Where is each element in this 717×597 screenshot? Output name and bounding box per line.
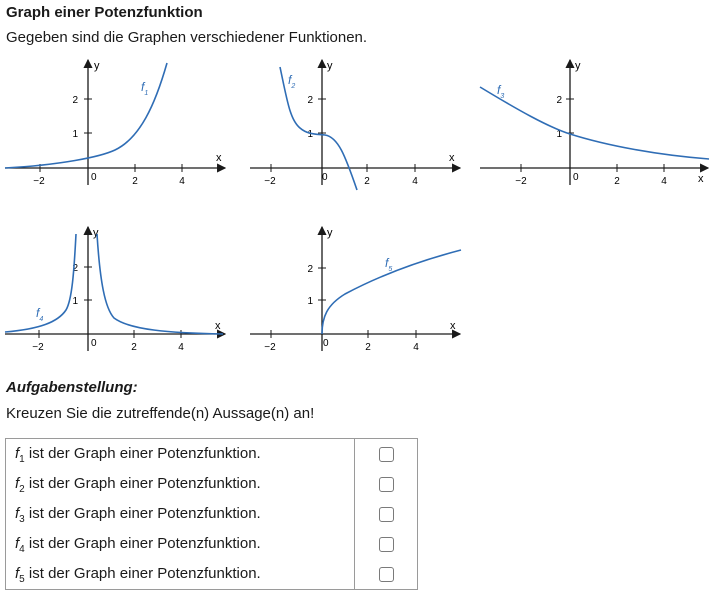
y-axis-label: y — [327, 60, 333, 72]
statement-row: f2 ist der Graph einer Potenzfunktion. — [15, 475, 261, 495]
x-tick-label: 4 — [178, 342, 184, 353]
checkbox-f4[interactable] — [378, 536, 394, 552]
curve-label: f5 — [385, 256, 392, 273]
y-tick-label: 2 — [72, 263, 78, 274]
y-axis-label: y — [94, 60, 100, 72]
curve-f5 — [321, 249, 462, 335]
y-tick-label: 1 — [307, 129, 313, 140]
checkbox-f2[interactable] — [378, 476, 394, 492]
y-tick-label: 2 — [307, 264, 313, 275]
x-tick-label: 4 — [661, 176, 667, 187]
task-heading: Aufgabenstellung: — [6, 379, 138, 396]
x-tick-label: 2 — [132, 176, 138, 187]
curve-label: f2 — [288, 73, 295, 90]
checkbox-column — [354, 438, 418, 590]
answer-table: f1 ist der Graph einer Potenzfunktion. f… — [5, 438, 418, 590]
x-axis-label: x — [215, 320, 221, 332]
x-tick-label: −2 — [33, 176, 45, 187]
intro-text: Gegeben sind die Graphen verschiedener F… — [6, 29, 368, 46]
curve-f4-right — [96, 233, 224, 335]
graph-f3: −2 2 4 1 2 0 x y f3 — [479, 58, 710, 187]
y-tick-label: 1 — [72, 129, 78, 140]
curve-f3 — [479, 86, 710, 160]
page-title: Graph einer Potenzfunktion — [6, 4, 203, 21]
y-axis-label: y — [93, 227, 99, 239]
y-tick-label: 2 — [307, 95, 313, 106]
graph-f4: −2 2 4 1 2 0 x y f4 — [4, 225, 227, 353]
x-tick-label: 4 — [412, 176, 418, 187]
y-tick-label: 1 — [556, 129, 562, 140]
statement-row: f1 ist der Graph einer Potenzfunktion. — [15, 445, 261, 465]
x-tick-label: −2 — [264, 176, 276, 187]
graph-f5: −2 2 4 1 2 0 x y f5 — [250, 225, 462, 353]
origin-label: 0 — [323, 338, 329, 349]
x-axis-label: x — [216, 152, 222, 164]
origin-label: 0 — [573, 172, 579, 183]
x-axis-label: x — [450, 320, 456, 332]
statement-row: f4 ist der Graph einer Potenzfunktion. — [15, 535, 261, 555]
curve-label: f4 — [36, 306, 43, 323]
x-tick-label: 2 — [365, 342, 371, 353]
x-axis-label: x — [449, 152, 455, 164]
curve-label: f1 — [141, 80, 148, 97]
curve-f1 — [4, 62, 168, 169]
x-tick-label: −2 — [264, 342, 276, 353]
checkbox-f1[interactable] — [378, 446, 394, 462]
y-axis-label: y — [575, 60, 581, 72]
graph-f2: −2 2 4 1 2 0 x y f2 — [250, 58, 462, 191]
graph-f1: −2 2 4 1 2 0 x y f1 — [4, 58, 227, 187]
y-axis-label: y — [327, 227, 333, 239]
y-tick-label: 1 — [307, 296, 313, 307]
x-tick-label: −2 — [32, 342, 44, 353]
x-tick-label: 2 — [131, 342, 137, 353]
statement-row: f3 ist der Graph einer Potenzfunktion. — [15, 505, 261, 525]
y-tick-label: 1 — [72, 296, 78, 307]
task-instruction: Kreuzen Sie die zutreffende(n) Aussage(n… — [6, 405, 315, 422]
checkbox-f3[interactable] — [378, 506, 394, 522]
checkbox-f5[interactable] — [378, 566, 394, 582]
x-tick-label: 4 — [413, 342, 419, 353]
statements-column: f1 ist der Graph einer Potenzfunktion. f… — [5, 438, 355, 590]
origin-label: 0 — [91, 172, 97, 183]
origin-label: 0 — [322, 172, 328, 183]
y-tick-label: 2 — [556, 95, 562, 106]
origin-label: 0 — [91, 338, 97, 349]
x-tick-label: −2 — [515, 176, 527, 187]
curve-f4-left — [4, 233, 77, 333]
x-tick-label: 2 — [364, 176, 370, 187]
x-axis-label: x — [698, 173, 704, 185]
curve-label: f3 — [497, 83, 504, 100]
curve-f2 — [279, 66, 358, 191]
x-tick-label: 4 — [179, 176, 185, 187]
y-tick-label: 2 — [72, 95, 78, 106]
x-tick-label: 2 — [614, 176, 620, 187]
statement-row: f5 ist der Graph einer Potenzfunktion. — [15, 565, 261, 585]
